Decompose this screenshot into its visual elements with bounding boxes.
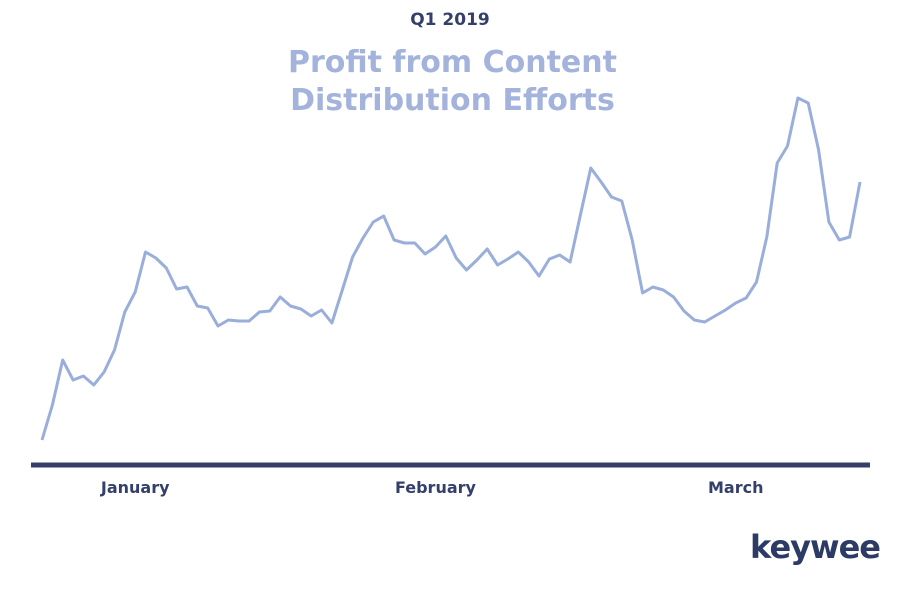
logo: keywee bbox=[750, 528, 881, 566]
chart-supertitle: Q1 2019 bbox=[410, 10, 490, 30]
x-tick-label: February bbox=[395, 478, 477, 497]
x-tick-label: January bbox=[100, 478, 170, 497]
chart-title: Profit from Content Distribution Efforts bbox=[288, 45, 617, 118]
x-tick-label: March bbox=[708, 478, 763, 497]
line-series bbox=[40, 96, 862, 441]
